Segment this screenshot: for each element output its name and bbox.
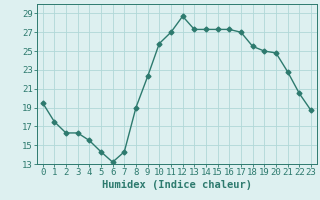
X-axis label: Humidex (Indice chaleur): Humidex (Indice chaleur) (102, 180, 252, 190)
